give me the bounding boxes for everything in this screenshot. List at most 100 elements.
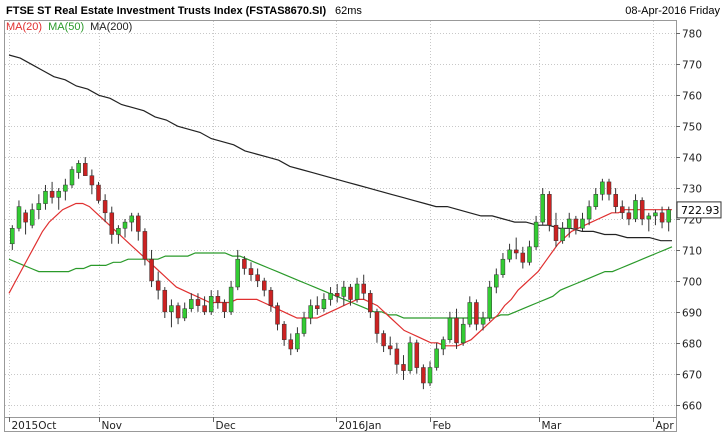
candle-body (547, 194, 552, 226)
legend-ma200: MA(200) (90, 21, 133, 33)
x-tick-label: Nov (102, 420, 123, 432)
candle-body (639, 200, 645, 220)
candle-body (275, 305, 280, 325)
candle-body (308, 305, 313, 319)
candle-body (222, 302, 227, 313)
candle-body (620, 206, 625, 214)
candle-body (315, 305, 320, 309)
y-tick-label: 750 (682, 122, 702, 134)
candle-body (520, 252, 526, 263)
candles (10, 157, 671, 390)
candle-body (507, 249, 512, 260)
candle-body (513, 249, 519, 254)
candle-body (83, 163, 88, 176)
candle-body (96, 184, 101, 201)
candle-body (169, 305, 174, 313)
candle-body (427, 367, 433, 384)
candle-body (566, 218, 572, 229)
y-tick-label: 680 (682, 339, 702, 351)
candle-body (16, 206, 22, 229)
candle-body (262, 280, 267, 291)
y-tick-label: 780 (682, 29, 702, 41)
candle-body (109, 212, 115, 235)
y-axis: 660 670 680 690 700 710 720 730 740 750 760 770 780 (676, 29, 702, 413)
legend: MA(20) MA(50) MA(200) (6, 21, 138, 33)
candle-body (626, 212, 632, 220)
candle-body (208, 296, 214, 313)
candle-body (43, 190, 48, 204)
candle-body (235, 258, 240, 288)
moving-averages (8, 54, 673, 347)
candle-body (255, 274, 260, 282)
candle-body (63, 184, 68, 192)
last-price-marker: 722.93 (676, 201, 722, 219)
x-tick-label: Mar (542, 420, 562, 432)
candle-body (527, 246, 532, 263)
legend-ma50: MA(50) (48, 21, 85, 33)
candle-body (421, 367, 426, 384)
candle-body (242, 258, 247, 269)
y-tick-label: 740 (682, 153, 702, 165)
candle-body (387, 345, 393, 350)
candle-body (414, 342, 420, 368)
candle-body (593, 194, 599, 207)
y-tick-label: 760 (682, 91, 702, 103)
candle-body (301, 317, 307, 334)
y-tick-label: 700 (682, 277, 702, 289)
candle-body (341, 286, 347, 297)
candle-body (348, 286, 353, 300)
candle-body (268, 289, 274, 306)
candle-body (500, 258, 506, 275)
candle-body (653, 212, 658, 217)
candle-body (69, 169, 75, 186)
candle-body (381, 333, 386, 347)
candle-body (288, 339, 294, 350)
candle-body (441, 339, 446, 350)
candle-body (76, 163, 81, 173)
last-price-box (676, 201, 722, 219)
candle-body (23, 212, 28, 223)
candle-body (434, 348, 439, 368)
candle-body (215, 296, 221, 303)
candle-body (407, 342, 413, 371)
y-tick-label: 710 (682, 246, 702, 258)
candle-body (394, 348, 400, 365)
candle-body (182, 308, 187, 319)
candle-body (467, 302, 473, 325)
candle-body (142, 231, 148, 260)
candle-body (580, 218, 585, 229)
candle-body (116, 228, 121, 235)
candle-body (195, 299, 201, 306)
candle-body (606, 181, 612, 195)
last-price-label: 722.93 (681, 204, 720, 217)
date-label: 08-Apr-2016 Friday (625, 5, 720, 17)
candle-body (155, 280, 161, 291)
candle-body (149, 258, 154, 282)
ma50-line (8, 246, 673, 319)
candle-body (586, 206, 592, 220)
x-tick-label: Feb (433, 420, 452, 432)
candle-body (281, 323, 287, 340)
candle-body (129, 215, 134, 223)
candle-body (401, 364, 406, 371)
candle-body (334, 293, 340, 297)
candle-body (321, 299, 327, 309)
y-tick-label: 660 (682, 401, 702, 413)
candle-body (474, 302, 479, 325)
candle-body (36, 203, 42, 210)
x-tick-label: 2016Jan (339, 420, 382, 432)
candle-body (613, 194, 618, 207)
candle-body (136, 215, 141, 232)
candle-body (10, 228, 15, 245)
candle-body (560, 228, 565, 241)
candle-body (328, 293, 333, 300)
candle-body (374, 311, 380, 334)
candle-body (666, 209, 671, 223)
ma20-line (8, 202, 672, 347)
candle-body (162, 289, 168, 313)
candle-body (480, 317, 486, 325)
candle-body (600, 181, 605, 195)
y-tick-label: 670 (682, 370, 702, 382)
legend-ma20: MA(20) (6, 21, 43, 33)
